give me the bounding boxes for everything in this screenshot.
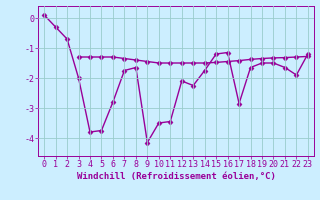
X-axis label: Windchill (Refroidissement éolien,°C): Windchill (Refroidissement éolien,°C) <box>76 172 276 181</box>
